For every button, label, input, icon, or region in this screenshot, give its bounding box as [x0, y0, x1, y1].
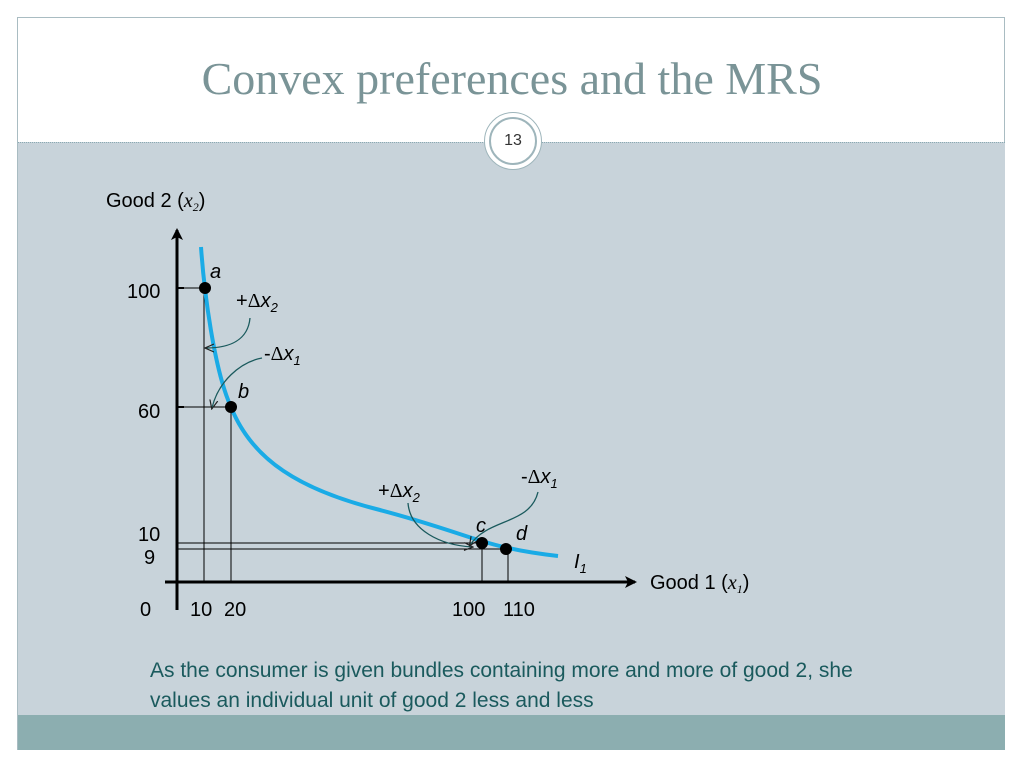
- point-a: [199, 282, 211, 294]
- arrow-plus-dx2-top: [206, 317, 251, 348]
- slide-caption: As the consumer is given bundles contain…: [150, 659, 853, 712]
- arrow-plus-dx2-bottom: [407, 502, 472, 547]
- slide-title: Convex preferences and the MRS: [201, 53, 823, 104]
- x-tick-label-20: 20: [224, 599, 246, 621]
- point-label-c: c: [476, 515, 486, 537]
- arrow-minus-dx1-top: [212, 357, 263, 408]
- point-label-a: a: [210, 261, 221, 283]
- footer-bar: [18, 715, 1005, 750]
- label-plus-dx2-top: +Δx2: [236, 290, 279, 315]
- y-tick-label-9: 9: [144, 547, 155, 569]
- origin-label: 0: [140, 599, 151, 621]
- point-c: [476, 537, 488, 549]
- curve-label: I1: [574, 551, 587, 576]
- point-b: [225, 401, 237, 413]
- page-number: 13: [489, 117, 537, 165]
- point-label-b: b: [238, 381, 249, 403]
- page-number-badge: 13: [484, 112, 542, 170]
- y-tick-label-10: 10: [138, 524, 160, 546]
- indifference-curve: [199, 246, 559, 558]
- point-d: [500, 543, 512, 555]
- label-plus-dx2-bottom: +Δx2: [378, 480, 421, 505]
- x-tick-label-10: 10: [190, 599, 212, 621]
- point-label-d: d: [516, 523, 528, 545]
- y-tick-label-100: 100: [127, 281, 160, 303]
- y-axis-label: Good 2 (x2): [106, 190, 205, 214]
- x-tick-label-110: 110: [503, 599, 535, 621]
- x-axis-label: Good 1 (x1): [650, 572, 749, 596]
- arrow-minus-dx1-bottom: [470, 491, 539, 545]
- label-minus-dx1-top: -Δx1: [264, 343, 301, 368]
- x-tick-label-100: 100: [452, 599, 485, 621]
- y-tick-label-60: 60: [138, 401, 160, 423]
- label-minus-dx1-bottom: -Δx1: [521, 466, 558, 491]
